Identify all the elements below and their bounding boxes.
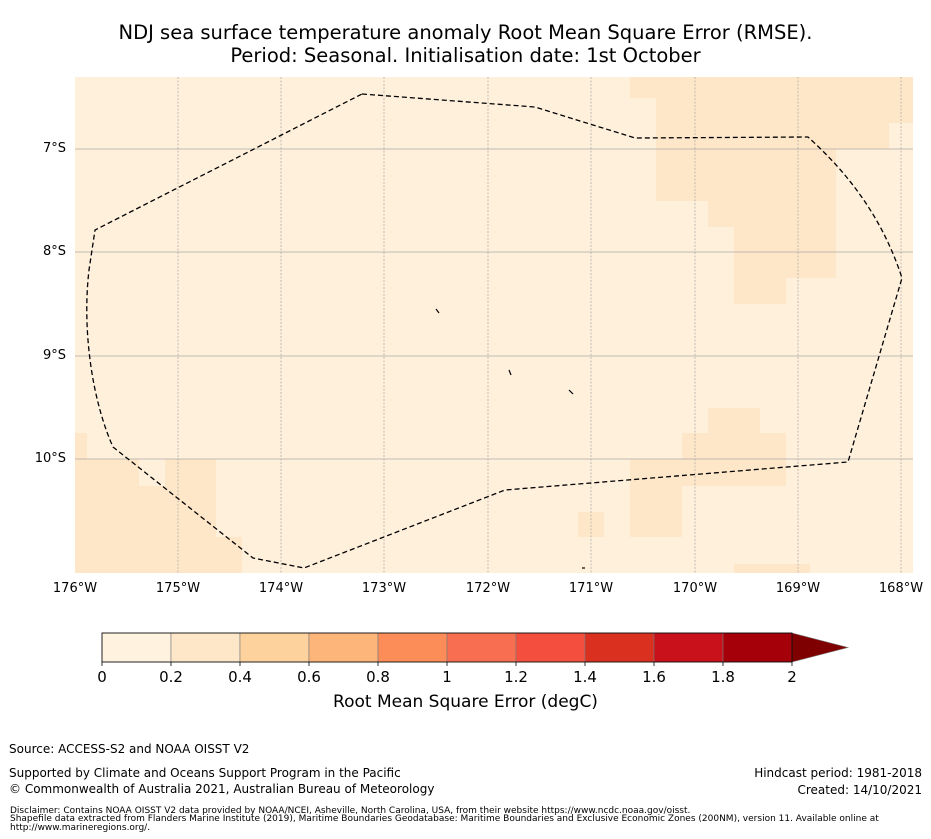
colorbar-tick-1-8: 1.8 (711, 668, 735, 686)
disclaimer-line-2: Shapefile data extracted from Flanders M… (10, 814, 879, 824)
colorbar-swatch (101, 632, 172, 663)
map-title-line-1: NDJ sea surface temperature anomaly Root… (118, 21, 813, 44)
colorbar-tick-0-6: 0.6 (297, 668, 321, 686)
colorbar-label: Root Mean Square Error (degC) (333, 692, 598, 712)
colorbar-tick-0-2: 0.2 (159, 668, 183, 686)
lon-label-168w: 168°W (878, 581, 924, 596)
lat-label-10s: 10°S (34, 451, 66, 466)
colorbar-swatch (377, 632, 448, 663)
colorbar-tick-0-8: 0.8 (366, 668, 390, 686)
lon-label-173w: 173°W (361, 581, 407, 596)
graticule (177, 77, 902, 573)
supported-text: Supported by Climate and Oceans Support … (9, 766, 401, 780)
lon-label-169w: 169°W (775, 581, 821, 596)
colorbar-swatch (308, 632, 379, 663)
colorbar-tick-1-4: 1.4 (573, 668, 597, 686)
colorbar-extend-arrow (791, 632, 850, 663)
colorbar-tick-0-4: 0.4 (228, 668, 252, 686)
lon-label-174w: 174°W (258, 581, 304, 596)
colorbar-swatch (653, 632, 724, 663)
colorbar-tick-2: 2 (787, 668, 797, 686)
lon-label-170w: 170°W (672, 581, 718, 596)
colorbar-swatches (101, 632, 850, 666)
created-date: Created: 14/10/2021 (797, 783, 922, 797)
copyright-text: © Commonwealth of Australia 2021, Austra… (9, 782, 435, 796)
colorbar-swatch (722, 632, 793, 663)
lon-label-171w: 171°W (568, 581, 614, 596)
disclaimer-line-3: http://www.marineregions.org/. (10, 823, 151, 833)
colorbar-swatch (446, 632, 517, 663)
colorbar-swatch (239, 632, 310, 663)
lon-label-172w: 172°W (465, 581, 511, 596)
map-title-line-2: Period: Seasonal. Initialisation date: 1… (230, 44, 701, 67)
lon-label-175w: 175°W (155, 581, 201, 596)
colorbar-tick-1-6: 1.6 (642, 668, 666, 686)
source-text: Source: ACCESS-S2 and NOAA OISST V2 (9, 742, 250, 756)
lat-label-9s: 9°S (42, 348, 66, 363)
colorbar-swatch (584, 632, 655, 663)
disclaimer-line-1: Disclaimer: Contains NOAA OISST V2 data … (10, 806, 691, 816)
hindcast-period: Hindcast period: 1981-2018 (754, 766, 922, 780)
lat-label-7s: 7°S (42, 141, 66, 156)
islands (435, 308, 585, 569)
lat-label-8s: 8°S (42, 244, 66, 259)
colorbar-tick-1: 1 (442, 668, 452, 686)
lon-label-176w: 176°W (52, 581, 98, 596)
colorbar-swatch (170, 632, 241, 663)
graticule-lat (75, 148, 913, 460)
eez-boundary (86, 93, 903, 569)
colorbar-swatch (515, 632, 586, 663)
colorbar-tick-0: 0 (97, 668, 107, 686)
colorbar-tick-1-2: 1.2 (504, 668, 528, 686)
